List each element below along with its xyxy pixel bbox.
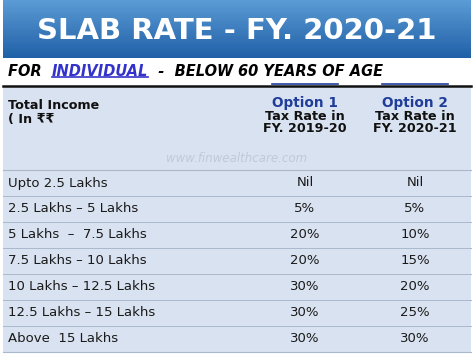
Bar — [3, 37, 471, 38]
Bar — [3, 43, 471, 44]
Bar — [3, 9, 471, 10]
Bar — [3, 40, 471, 42]
Bar — [3, 26, 471, 27]
Bar — [3, 0, 471, 1]
Text: 60 YEARS OF AGE: 60 YEARS OF AGE — [238, 64, 383, 78]
Bar — [3, 39, 471, 40]
Bar — [3, 34, 471, 35]
Text: Above  15 Lakhs: Above 15 Lakhs — [8, 333, 118, 345]
Text: 30%: 30% — [290, 333, 320, 345]
Bar — [3, 31, 471, 32]
Text: FY. 2020-21: FY. 2020-21 — [373, 122, 457, 135]
Text: 10%: 10% — [400, 229, 430, 241]
Text: 30%: 30% — [400, 333, 430, 345]
Text: 20%: 20% — [290, 255, 320, 268]
Text: Option 1: Option 1 — [272, 96, 338, 110]
Bar — [3, 57, 471, 58]
Bar — [3, 4, 471, 5]
Bar — [3, 6, 471, 7]
Bar — [3, 53, 471, 55]
Text: 10 Lakhs – 12.5 Lakhs: 10 Lakhs – 12.5 Lakhs — [8, 280, 155, 294]
Bar — [3, 52, 471, 53]
Text: 2.5 Lakhs – 5 Lakhs: 2.5 Lakhs – 5 Lakhs — [8, 202, 138, 215]
Bar — [3, 56, 471, 57]
Text: Tax Rate in: Tax Rate in — [265, 110, 345, 123]
Text: 20%: 20% — [400, 280, 430, 294]
Text: 25%: 25% — [400, 306, 430, 320]
Bar — [3, 87, 471, 353]
Text: 12.5 Lakhs – 15 Lakhs: 12.5 Lakhs – 15 Lakhs — [8, 306, 155, 320]
Bar — [3, 10, 471, 12]
Bar — [3, 45, 471, 47]
Bar — [3, 2, 471, 4]
Bar — [3, 42, 471, 43]
Bar — [3, 15, 471, 16]
Text: Option 2: Option 2 — [382, 96, 448, 110]
Text: 30%: 30% — [290, 306, 320, 320]
Bar — [3, 55, 471, 56]
Bar — [3, 50, 471, 51]
Bar — [3, 12, 471, 13]
Bar — [3, 7, 471, 8]
Text: Total Income: Total Income — [8, 99, 99, 112]
Text: SLAB RATE - FY. 2020-21: SLAB RATE - FY. 2020-21 — [37, 17, 437, 45]
Bar — [3, 1, 471, 2]
Bar — [3, 47, 471, 48]
Bar — [3, 44, 471, 45]
Text: Tax Rate in: Tax Rate in — [375, 110, 455, 123]
Bar — [3, 49, 471, 50]
Bar — [3, 27, 471, 28]
Text: ( In ₹₹: ( In ₹₹ — [8, 113, 55, 126]
Text: 15%: 15% — [400, 255, 430, 268]
Bar — [3, 35, 471, 36]
Bar — [3, 8, 471, 9]
Bar — [3, 28, 471, 29]
Text: 7.5 Lakhs – 10 Lakhs: 7.5 Lakhs – 10 Lakhs — [8, 255, 146, 268]
Text: Upto 2.5 Lakhs: Upto 2.5 Lakhs — [8, 176, 108, 190]
Bar — [3, 24, 471, 26]
Text: 5%: 5% — [404, 202, 426, 215]
Text: 20%: 20% — [290, 229, 320, 241]
Bar — [3, 30, 471, 31]
Bar — [3, 48, 471, 49]
Bar — [3, 38, 471, 39]
Bar — [0, 58, 474, 86]
Text: www.finwealthcare.com: www.finwealthcare.com — [166, 152, 308, 164]
Bar — [3, 5, 471, 6]
Text: 5 Lakhs  –  7.5 Lakhs: 5 Lakhs – 7.5 Lakhs — [8, 229, 147, 241]
Bar — [3, 13, 471, 14]
Bar — [3, 29, 471, 30]
Bar — [3, 14, 471, 15]
Text: Nil: Nil — [296, 176, 314, 190]
Bar — [3, 32, 471, 34]
Bar — [3, 23, 471, 24]
Text: FOR: FOR — [8, 64, 52, 78]
Bar — [3, 36, 471, 37]
Text: -  BELOW: - BELOW — [148, 64, 238, 78]
Text: 5%: 5% — [294, 202, 316, 215]
Bar — [3, 20, 471, 21]
Bar — [3, 18, 471, 20]
Text: FY. 2019-20: FY. 2019-20 — [263, 122, 347, 135]
Text: INDIVIDUAL: INDIVIDUAL — [52, 64, 148, 78]
Bar — [3, 21, 471, 22]
Bar — [3, 17, 471, 18]
Text: Nil: Nil — [406, 176, 424, 190]
Bar — [3, 16, 471, 17]
Bar — [3, 51, 471, 52]
Bar — [3, 22, 471, 23]
Text: 30%: 30% — [290, 280, 320, 294]
